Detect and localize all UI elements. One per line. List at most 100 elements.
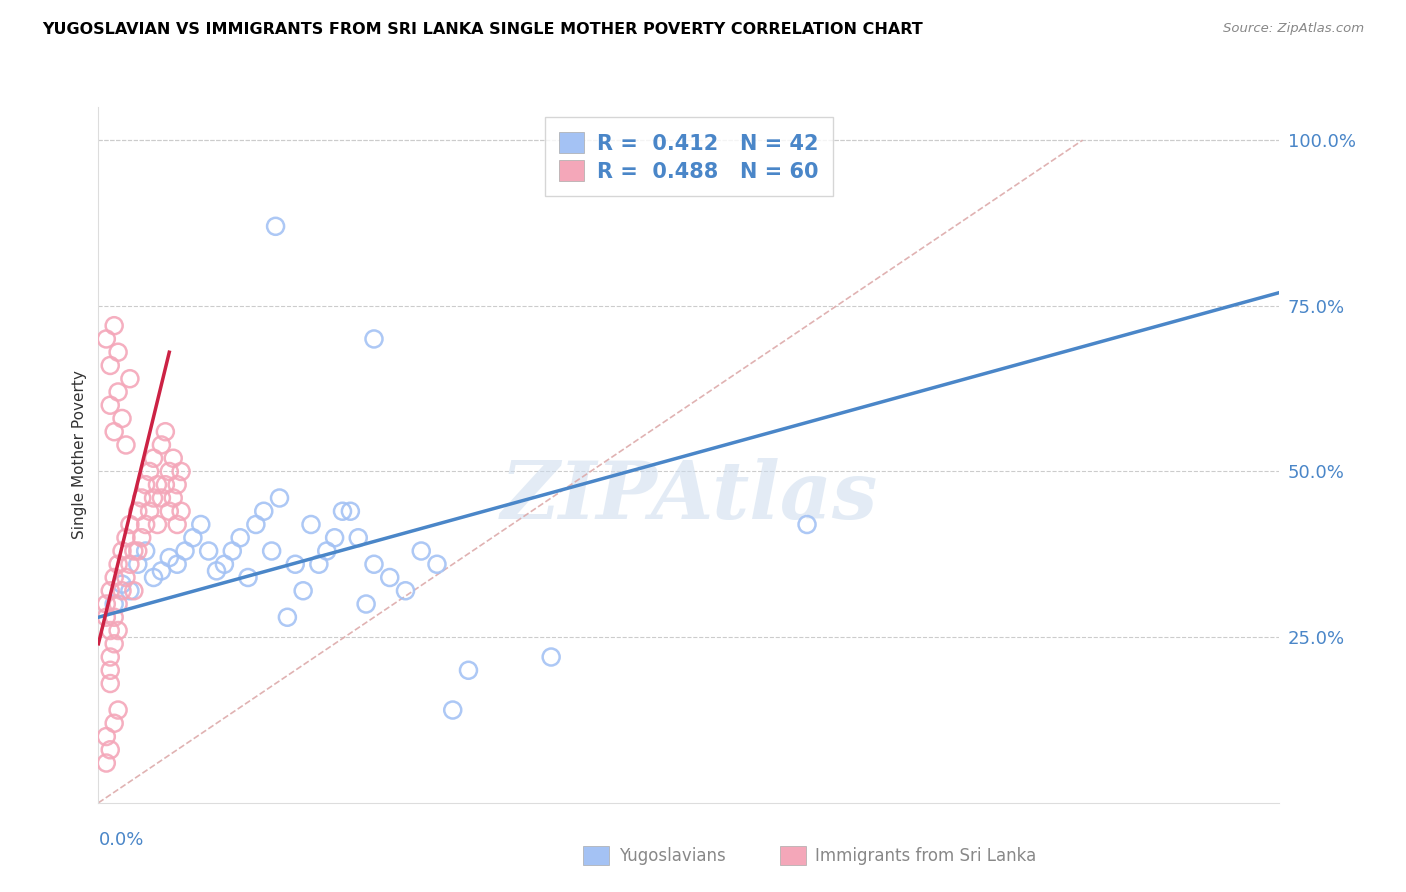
Point bbox=[96, 610, 118, 624]
Point bbox=[98, 650, 121, 665]
Point bbox=[107, 703, 129, 717]
Point bbox=[103, 570, 125, 584]
Y-axis label: Single Mother Poverty: Single Mother Poverty bbox=[72, 370, 87, 540]
Point bbox=[115, 438, 138, 452]
Point bbox=[98, 676, 121, 690]
Point bbox=[138, 465, 160, 479]
Point bbox=[142, 570, 165, 584]
FancyBboxPatch shape bbox=[780, 846, 806, 865]
Point bbox=[166, 517, 188, 532]
Point bbox=[308, 558, 330, 572]
Point bbox=[96, 332, 118, 346]
Point bbox=[150, 491, 173, 505]
Point bbox=[142, 491, 165, 505]
Point bbox=[118, 583, 141, 598]
Point bbox=[118, 558, 141, 572]
Point bbox=[170, 504, 193, 518]
Point bbox=[197, 544, 219, 558]
Point bbox=[107, 384, 129, 399]
Point bbox=[122, 544, 145, 558]
Text: 0.0%: 0.0% bbox=[98, 830, 143, 848]
Legend: R =  0.412   N = 42, R =  0.488   N = 60: R = 0.412 N = 42, R = 0.488 N = 60 bbox=[546, 118, 832, 196]
Point bbox=[245, 517, 267, 532]
Point bbox=[157, 550, 180, 565]
Point bbox=[131, 531, 153, 545]
Point bbox=[103, 610, 125, 624]
Point bbox=[146, 477, 169, 491]
Point bbox=[127, 558, 149, 572]
Point bbox=[292, 583, 315, 598]
Point bbox=[118, 517, 141, 532]
Point bbox=[135, 544, 157, 558]
Point bbox=[111, 577, 134, 591]
Point bbox=[339, 504, 361, 518]
Point bbox=[96, 756, 118, 770]
Point bbox=[155, 425, 177, 439]
Point bbox=[166, 558, 188, 572]
Point bbox=[441, 703, 464, 717]
Point bbox=[135, 477, 157, 491]
Point bbox=[269, 491, 291, 505]
Point bbox=[111, 544, 134, 558]
Point bbox=[299, 517, 322, 532]
Point bbox=[118, 372, 141, 386]
Point bbox=[98, 359, 121, 373]
Point bbox=[162, 451, 184, 466]
Text: ZIPAtlas: ZIPAtlas bbox=[501, 458, 877, 535]
Point bbox=[96, 730, 118, 744]
Point bbox=[127, 544, 149, 558]
Point bbox=[103, 318, 125, 333]
Point bbox=[264, 219, 287, 234]
Point bbox=[363, 332, 385, 346]
Point bbox=[170, 465, 193, 479]
Text: Source: ZipAtlas.com: Source: ZipAtlas.com bbox=[1223, 22, 1364, 36]
Point bbox=[284, 558, 307, 572]
Point bbox=[363, 558, 385, 572]
Point bbox=[115, 570, 138, 584]
Text: Yugoslavians: Yugoslavians bbox=[619, 847, 725, 865]
Point bbox=[96, 597, 118, 611]
Point bbox=[181, 531, 204, 545]
Point bbox=[142, 451, 165, 466]
Point bbox=[146, 517, 169, 532]
Point bbox=[98, 398, 121, 412]
Point bbox=[98, 624, 121, 638]
Point bbox=[394, 583, 416, 598]
Point bbox=[166, 477, 188, 491]
Point bbox=[411, 544, 433, 558]
Point bbox=[315, 544, 337, 558]
Point bbox=[98, 663, 121, 677]
Point bbox=[174, 544, 197, 558]
Point bbox=[107, 345, 129, 359]
Point bbox=[229, 531, 252, 545]
Point bbox=[378, 570, 401, 584]
Point bbox=[426, 558, 449, 572]
Point bbox=[347, 531, 370, 545]
Point bbox=[122, 583, 145, 598]
Point bbox=[115, 531, 138, 545]
Point bbox=[236, 570, 259, 584]
Point bbox=[103, 597, 125, 611]
Point bbox=[127, 504, 149, 518]
Point bbox=[131, 491, 153, 505]
Point bbox=[103, 716, 125, 731]
Text: Immigrants from Sri Lanka: Immigrants from Sri Lanka bbox=[815, 847, 1036, 865]
Point bbox=[107, 597, 129, 611]
Text: YUGOSLAVIAN VS IMMIGRANTS FROM SRI LANKA SINGLE MOTHER POVERTY CORRELATION CHART: YUGOSLAVIAN VS IMMIGRANTS FROM SRI LANKA… bbox=[42, 22, 922, 37]
Point bbox=[150, 438, 173, 452]
Point bbox=[103, 637, 125, 651]
Point bbox=[796, 517, 818, 532]
Point bbox=[107, 624, 129, 638]
Point bbox=[214, 558, 236, 572]
Point bbox=[103, 425, 125, 439]
Point bbox=[98, 743, 121, 757]
Point bbox=[155, 477, 177, 491]
Point bbox=[111, 583, 134, 598]
Point bbox=[205, 564, 228, 578]
Point bbox=[190, 517, 212, 532]
Point bbox=[162, 491, 184, 505]
Point bbox=[457, 663, 479, 677]
Point bbox=[323, 531, 346, 545]
Point bbox=[157, 504, 180, 518]
FancyBboxPatch shape bbox=[583, 846, 609, 865]
